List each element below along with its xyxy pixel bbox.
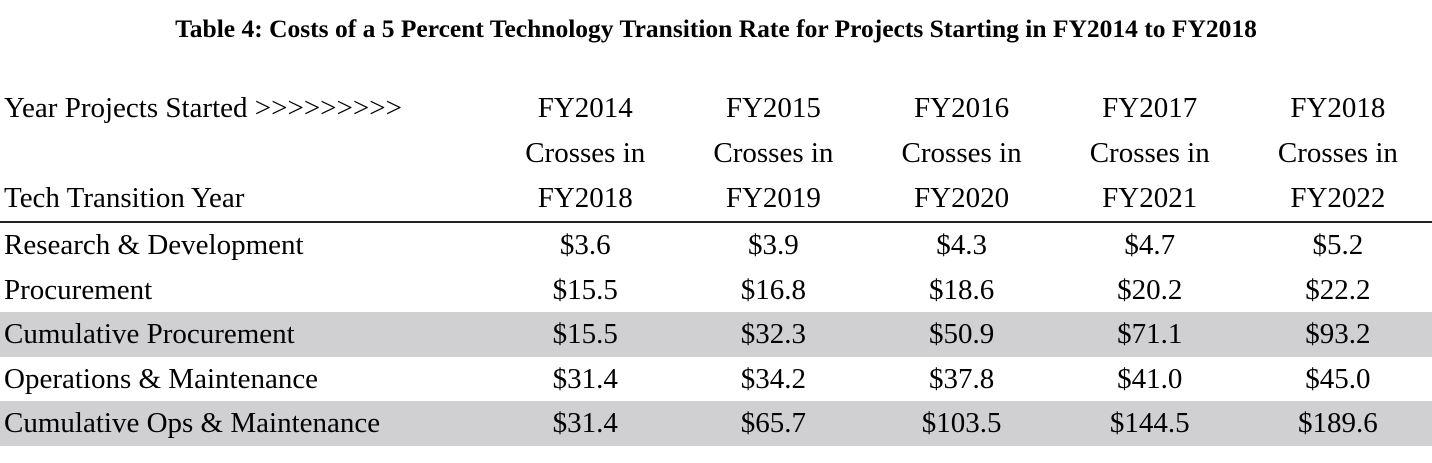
- column-header: FY2015: [725, 92, 821, 124]
- cell: $65.7: [679, 401, 868, 446]
- column-header: FY2018: [491, 176, 680, 223]
- cell: $4.3: [936, 229, 987, 261]
- column-header: Crosses in: [1089, 137, 1210, 169]
- cell: $189.6: [1243, 401, 1432, 446]
- column-header: Crosses in: [713, 137, 834, 169]
- cell: $34.2: [740, 362, 807, 395]
- cell: $5.2: [1312, 229, 1364, 261]
- header-label: Tech Transition Year: [0, 176, 492, 223]
- row-label: Procurement: [4, 273, 153, 306]
- cell: $37.8: [928, 362, 995, 395]
- cell: $20.2: [1117, 273, 1183, 306]
- column-header: Crosses in: [1277, 137, 1398, 169]
- table-row: Research & Development $3.6 $3.9 $4.3 $4…: [0, 222, 1432, 268]
- cell: $50.9: [867, 312, 1056, 357]
- table-row-shaded: Cumulative Ops & Maintenance $31.4 $65.7…: [0, 401, 1432, 446]
- row-label: Research & Development: [4, 229, 304, 261]
- cell: $18.6: [928, 273, 995, 306]
- cell: $103.5: [867, 401, 1056, 446]
- cell: $32.3: [679, 312, 868, 357]
- column-header: FY2014: [537, 92, 633, 124]
- table-row: Operations & Maintenance $31.4 $34.2 $37…: [0, 357, 1432, 402]
- cell: $16.8: [740, 273, 807, 306]
- table-title: Table 4: Costs of a 5 Percent Technology…: [175, 14, 1257, 43]
- column-header: Crosses in: [525, 137, 646, 169]
- cell: $41.0: [1117, 362, 1183, 395]
- cell: $93.2: [1243, 312, 1432, 357]
- cell: $45.0: [1305, 362, 1371, 395]
- cell: $31.4: [552, 362, 618, 395]
- cost-table: Year Projects Started >>>>>>>>> FY2014 F…: [0, 86, 1432, 446]
- cell: $144.5: [1055, 401, 1244, 446]
- cell: $71.1: [1055, 312, 1244, 357]
- column-header: FY2022: [1243, 176, 1432, 223]
- column-header: FY2020: [867, 176, 1056, 223]
- table-row: Procurement $15.5 $16.8 $18.6 $20.2 $22.…: [0, 268, 1432, 313]
- cell: $22.2: [1305, 273, 1371, 306]
- cell: $31.4: [491, 401, 680, 446]
- column-header: FY2018: [1290, 92, 1386, 124]
- row-label: Cumulative Ops & Maintenance: [0, 401, 492, 446]
- header-row-transition-year: Tech Transition Year FY2018 FY2019 FY202…: [0, 176, 1432, 223]
- column-header: Crosses in: [901, 137, 1022, 169]
- column-header: FY2017: [1102, 92, 1198, 124]
- header-row-start-year: Year Projects Started >>>>>>>>> FY2014 F…: [0, 86, 1432, 131]
- column-header: FY2019: [679, 176, 868, 223]
- cell: $15.5: [491, 312, 680, 357]
- column-header: FY2021: [1055, 176, 1244, 223]
- cell: $15.5: [552, 273, 618, 306]
- column-header: FY2016: [914, 92, 1010, 124]
- header-label: Year Projects Started >>>>>>>>>: [4, 92, 402, 124]
- cell: $4.7: [1124, 229, 1176, 261]
- row-label: Cumulative Procurement: [0, 312, 492, 357]
- row-label: Operations & Maintenance: [4, 362, 319, 395]
- cell: $3.6: [559, 229, 611, 261]
- cell: $3.9: [748, 229, 799, 261]
- header-row-crosses: Crosses in Crosses in Crosses in Crosses…: [0, 131, 1432, 176]
- table-row-shaded: Cumulative Procurement $15.5 $32.3 $50.9…: [0, 312, 1432, 357]
